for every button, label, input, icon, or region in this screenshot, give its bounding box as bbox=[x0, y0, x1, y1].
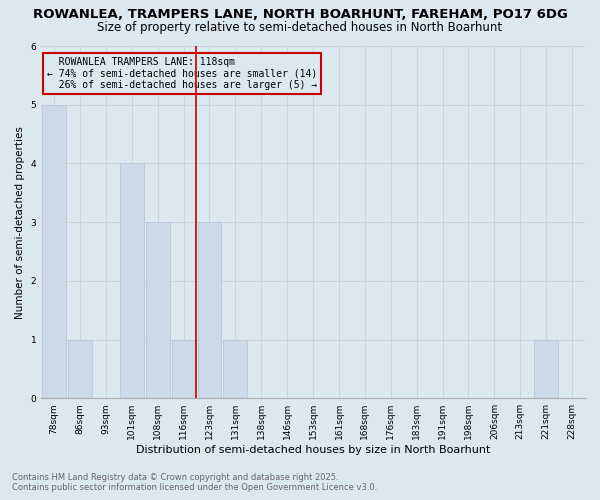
Text: Size of property relative to semi-detached houses in North Boarhunt: Size of property relative to semi-detach… bbox=[97, 21, 503, 34]
Bar bbox=[223, 340, 247, 398]
Bar bbox=[172, 340, 196, 398]
Bar bbox=[197, 222, 221, 398]
Bar bbox=[146, 222, 170, 398]
Text: ROWANLEA, TRAMPERS LANE, NORTH BOARHUNT, FAREHAM, PO17 6DG: ROWANLEA, TRAMPERS LANE, NORTH BOARHUNT,… bbox=[32, 8, 568, 20]
Bar bbox=[68, 340, 92, 398]
Bar bbox=[534, 340, 558, 398]
Bar bbox=[42, 104, 66, 398]
Bar bbox=[120, 164, 144, 398]
Text: ROWANLEA TRAMPERS LANE: 118sqm
← 74% of semi-detached houses are smaller (14)
  : ROWANLEA TRAMPERS LANE: 118sqm ← 74% of … bbox=[47, 56, 317, 90]
Y-axis label: Number of semi-detached properties: Number of semi-detached properties bbox=[15, 126, 25, 318]
Text: Contains HM Land Registry data © Crown copyright and database right 2025.
Contai: Contains HM Land Registry data © Crown c… bbox=[12, 473, 377, 492]
X-axis label: Distribution of semi-detached houses by size in North Boarhunt: Distribution of semi-detached houses by … bbox=[136, 445, 490, 455]
